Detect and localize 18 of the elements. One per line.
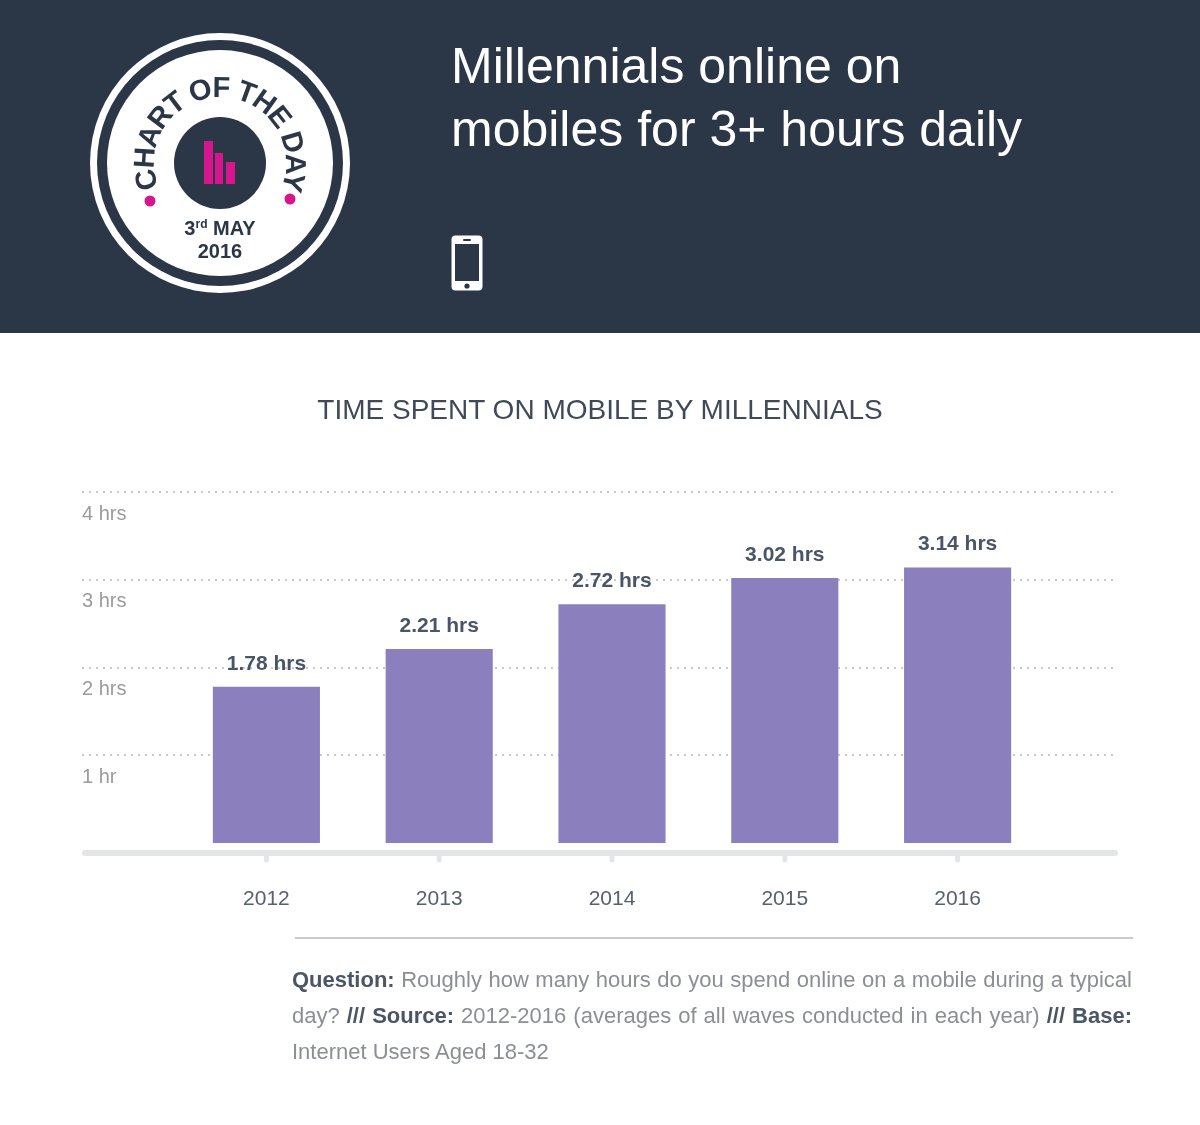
data-label: 1.78 hrs bbox=[226, 650, 307, 674]
chart-subtitle: TIME SPENT ON MOBILE BY MILLENNIALS bbox=[316, 393, 884, 427]
y-tick-label: 4 hrs bbox=[82, 501, 127, 524]
x-tick-label: 2014 bbox=[588, 886, 636, 910]
y-tick-label: 3 hrs bbox=[82, 589, 127, 612]
x-tick-label: 2015 bbox=[761, 886, 809, 910]
x-tick-label: 2013 bbox=[415, 886, 463, 910]
text: Question: Roughly how many hours do you spend online on a mobile during a typical day? /// Source: 2012-2016 (averages of all waves conducted in each year) /// Base: Internet Users Aged 18-32 bbox=[292, 967, 1132, 1064]
y-tick-label: 1 hr bbox=[82, 764, 117, 787]
chart-title: Millennials online on mobiles for 3+ hours daily bbox=[451, 37, 1024, 159]
x-tick-label: 2012 bbox=[243, 886, 290, 910]
data-label: 2.21 hrs bbox=[399, 613, 479, 637]
data-label: 3.14 hrs bbox=[917, 531, 998, 555]
y-tick-label: 2 hrs bbox=[82, 677, 127, 700]
data-label: 2.72 hrs bbox=[572, 568, 652, 592]
text: 3$^{rd}$ MAY 2016 bbox=[183, 217, 257, 263]
data-label: 3.02 hrs bbox=[745, 541, 825, 565]
x-tick-label: 2016 bbox=[934, 886, 981, 910]
